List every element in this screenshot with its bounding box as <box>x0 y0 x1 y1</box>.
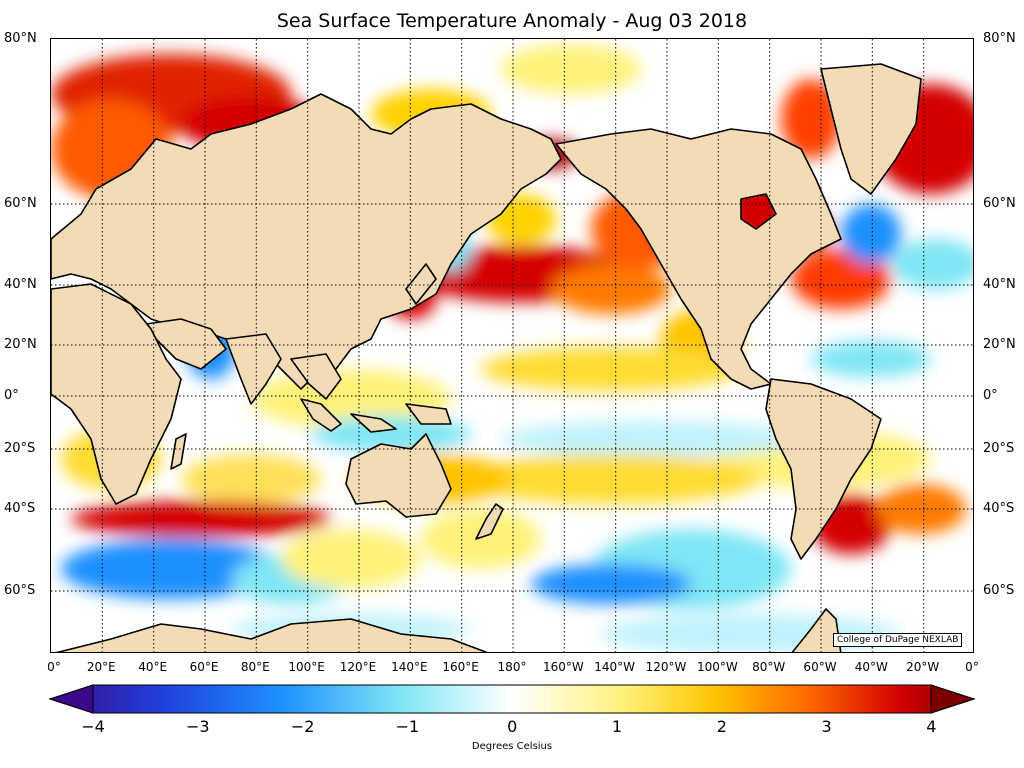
se-asia-outline <box>290 353 342 400</box>
land-masses <box>51 63 922 652</box>
latitude-label: 20°S <box>983 441 1015 456</box>
longitude-label: 40°E <box>138 660 168 674</box>
longitude-label: 40°W <box>854 660 888 674</box>
indonesia-outline <box>300 398 452 433</box>
colorbar-tick-label: −1 <box>395 717 420 736</box>
latitude-label: 40°S <box>4 501 36 516</box>
longitude-label: 100°W <box>696 660 738 674</box>
south-america-outline <box>765 378 882 560</box>
longitude-label: 160°E <box>442 660 479 674</box>
map-canvas <box>51 39 973 652</box>
latitude-label: 20°S <box>4 441 36 456</box>
colorbar <box>48 684 976 714</box>
hudson-bay <box>740 193 777 230</box>
longitude-label: 140°W <box>594 660 636 674</box>
colorbar-label: Degrees Celsius <box>471 741 553 752</box>
latitude-label: 60°N <box>4 196 37 211</box>
australia-outline <box>345 433 452 518</box>
latitude-label: 40°N <box>983 277 1016 292</box>
latitude-label: 0° <box>983 388 998 403</box>
colorbar-tick-label: 2 <box>716 717 727 736</box>
longitude-label: 0° <box>47 660 61 674</box>
longitude-label: 80°W <box>752 660 786 674</box>
longitude-label: 120°E <box>339 660 377 674</box>
latitude-label: 20°N <box>983 337 1016 352</box>
latitude-label: 0° <box>4 388 19 403</box>
longitude-label: 180° <box>497 660 527 674</box>
colorbar-tick-label: −3 <box>186 717 210 736</box>
longitude-label: 100°E <box>288 660 325 674</box>
latitude-label: 80°N <box>4 31 37 46</box>
latitude-label: 60°N <box>983 196 1016 211</box>
longitude-label: 140°E <box>391 660 428 674</box>
credit-label: College of DuPage NEXLAB <box>833 633 963 647</box>
india-outline <box>225 333 282 405</box>
madagascar-outline <box>170 433 187 470</box>
longitude-label: 80°E <box>240 660 270 674</box>
latitude-label: 60°S <box>4 583 36 598</box>
longitude-label: 160°W <box>542 660 584 674</box>
colorbar-tick-label: 0 <box>507 717 518 736</box>
colorbar-tick-label: −4 <box>81 717 105 736</box>
greenland-outline <box>820 63 922 195</box>
colorbar-high-arrow <box>930 684 976 714</box>
sst-anomaly-map <box>50 38 974 653</box>
longitude-label: 60°W <box>803 660 837 674</box>
longitude-label: 0° <box>965 660 979 674</box>
latitude-label: 20°N <box>4 337 37 352</box>
colorbar-tick-label: 4 <box>926 717 937 736</box>
latitude-label: 80°N <box>983 31 1016 46</box>
new-zealand-outline <box>475 503 504 540</box>
longitude-label: 60°E <box>189 660 219 674</box>
colorbar-low-arrow <box>48 684 94 714</box>
north-america-outline <box>555 128 842 390</box>
arabia-outline <box>145 318 227 370</box>
latitude-label: 40°N <box>4 277 37 292</box>
antarctica-outline <box>55 608 842 652</box>
latitude-label: 40°S <box>983 501 1015 516</box>
map-title: Sea Surface Temperature Anomaly - Aug 03… <box>276 10 748 32</box>
longitude-label: 120°W <box>645 660 687 674</box>
japan-outline <box>405 263 437 305</box>
colorbar-tick-label: −2 <box>290 717 315 736</box>
colorbar-gradient <box>48 684 976 714</box>
colorbar-tick-label: 1 <box>611 717 623 736</box>
longitude-label: 20°W <box>906 660 940 674</box>
graticule <box>51 39 973 652</box>
colorbar-tick-label: 3 <box>821 717 832 736</box>
latitude-label: 60°S <box>983 583 1015 598</box>
longitude-label: 20°E <box>86 660 116 674</box>
